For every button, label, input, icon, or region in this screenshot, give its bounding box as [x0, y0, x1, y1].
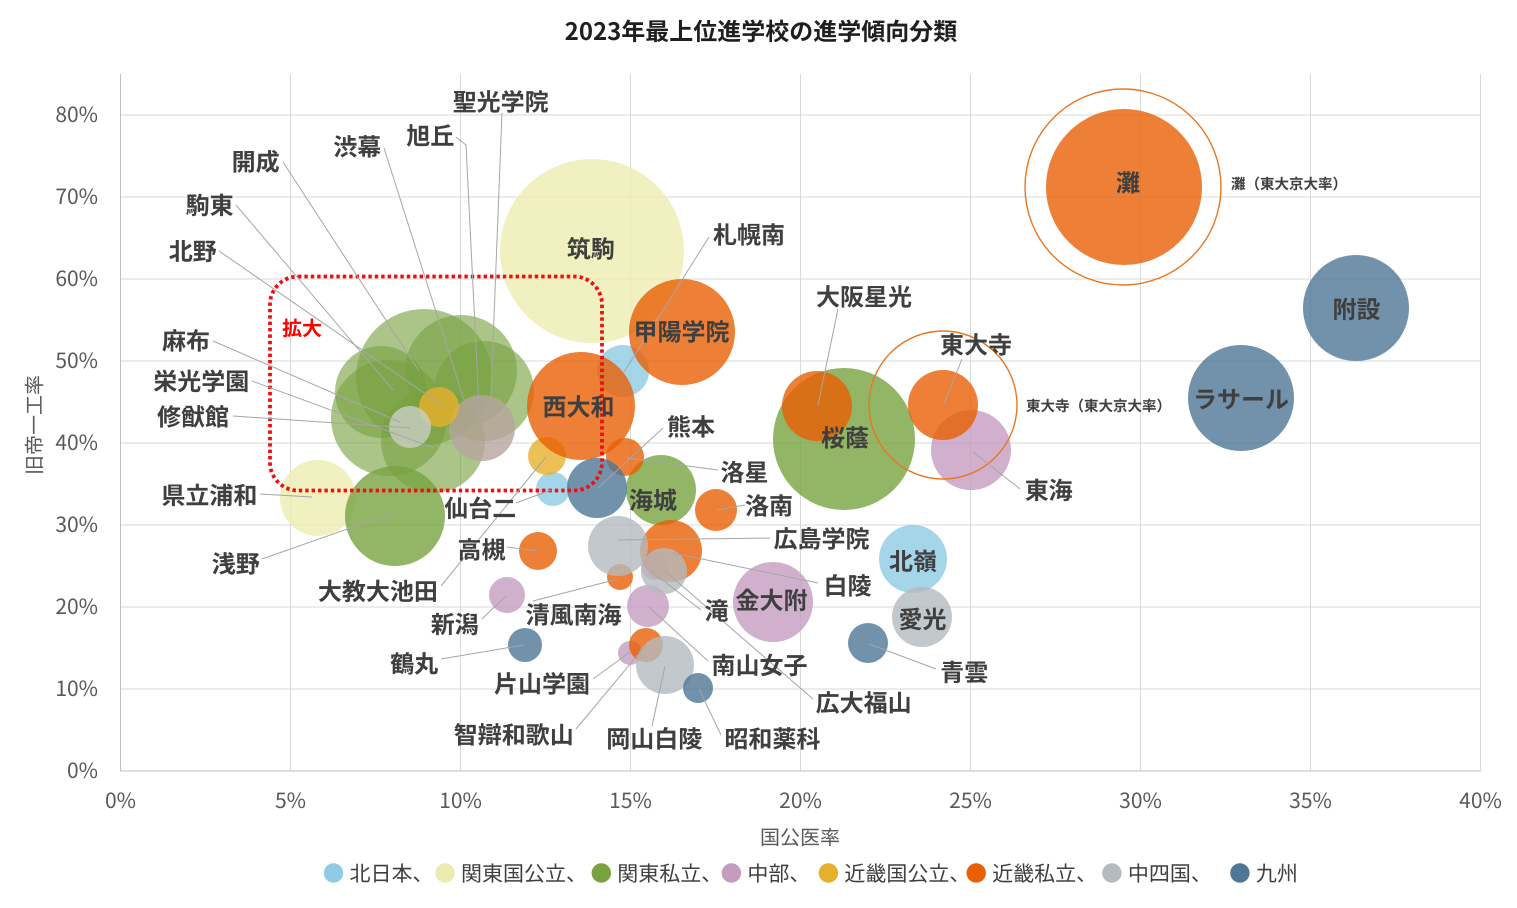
svg-text:30%: 30% [55, 509, 98, 539]
svg-text:西大和: 西大和 [543, 388, 615, 423]
svg-text:40%: 40% [55, 427, 98, 457]
svg-text:国公医率: 国公医率 [760, 822, 840, 851]
svg-text:0%: 0% [105, 785, 136, 815]
svg-text:20%: 20% [779, 785, 822, 815]
svg-text:大教大池田: 大教大池田 [318, 572, 438, 607]
svg-text:広島学院: 広島学院 [774, 520, 870, 555]
svg-text:金大附: 金大附 [736, 581, 808, 616]
svg-text:35%: 35% [1289, 785, 1332, 815]
svg-text:旧帝一工率: 旧帝一工率 [19, 375, 48, 475]
svg-text:洛星: 洛星 [721, 453, 769, 488]
svg-text:麻布: 麻布 [162, 322, 210, 357]
svg-text:関東私立、: 関東私立、 [617, 858, 722, 888]
svg-text:洛南: 洛南 [745, 487, 793, 522]
svg-text:栄光学園: 栄光学園 [153, 362, 249, 397]
svg-text:白陵: 白陵 [824, 567, 872, 602]
svg-text:開成: 開成 [232, 142, 280, 177]
svg-text:関東国公立、: 関東国公立、 [461, 858, 587, 888]
svg-text:ラサール: ラサール [1193, 380, 1289, 415]
svg-text:近畿国公立、: 近畿国公立、 [844, 858, 970, 888]
svg-text:60%: 60% [55, 263, 98, 293]
svg-text:70%: 70% [55, 181, 98, 211]
svg-text:鶴丸: 鶴丸 [390, 645, 438, 680]
svg-text:聖光学院: 聖光学院 [453, 83, 549, 118]
svg-text:愛光: 愛光 [899, 600, 947, 635]
svg-text:清風南海: 清風南海 [526, 596, 622, 631]
svg-text:中部、: 中部、 [747, 858, 810, 888]
svg-text:灘: 灘 [1116, 164, 1140, 199]
svg-text:30%: 30% [1119, 785, 1162, 815]
svg-text:九州: 九州 [1256, 858, 1298, 888]
svg-text:新潟: 新潟 [431, 605, 479, 640]
svg-text:広大福山: 広大福山 [816, 684, 912, 719]
svg-text:50%: 50% [55, 345, 98, 375]
svg-text:滝: 滝 [705, 592, 729, 627]
svg-text:東大寺（東大京大率）: 東大寺（東大京大率） [1026, 395, 1171, 416]
svg-text:浅野: 浅野 [212, 545, 260, 580]
svg-text:0%: 0% [67, 755, 98, 785]
svg-text:近畿私立、: 近畿私立、 [992, 858, 1097, 888]
svg-text:80%: 80% [55, 99, 98, 129]
svg-text:渋幕: 渋幕 [333, 127, 381, 162]
svg-text:25%: 25% [949, 785, 992, 815]
svg-text:40%: 40% [1459, 785, 1502, 815]
svg-text:東海: 東海 [1025, 471, 1073, 506]
svg-text:灘（東大京大率）: 灘（東大京大率） [1231, 173, 1347, 194]
svg-text:20%: 20% [55, 591, 98, 621]
svg-text:拡大: 拡大 [282, 313, 322, 342]
svg-text:南山女子: 南山女子 [712, 646, 808, 681]
svg-text:修猷館: 修猷館 [157, 398, 229, 433]
svg-text:甲陽学院: 甲陽学院 [634, 313, 730, 348]
svg-text:東大寺: 東大寺 [940, 326, 1012, 361]
svg-text:仙台二: 仙台二 [444, 489, 516, 524]
svg-text:駒東: 駒東 [186, 186, 234, 221]
svg-text:北日本、: 北日本、 [350, 858, 434, 888]
svg-text:10%: 10% [439, 785, 482, 815]
svg-text:海城: 海城 [629, 481, 677, 516]
svg-text:附設: 附設 [1333, 290, 1381, 325]
svg-text:県立浦和: 県立浦和 [161, 476, 257, 511]
svg-text:青雲: 青雲 [940, 653, 988, 688]
svg-text:15%: 15% [609, 785, 652, 815]
svg-text:昭和薬科: 昭和薬科 [724, 720, 820, 755]
svg-text:旭丘: 旭丘 [406, 116, 454, 151]
svg-text:大阪星光: 大阪星光 [816, 278, 912, 313]
svg-text:桜蔭: 桜蔭 [821, 419, 869, 454]
svg-text:筑駒: 筑駒 [567, 230, 615, 265]
svg-text:岡山白陵: 岡山白陵 [606, 720, 702, 755]
svg-text:熊本: 熊本 [667, 408, 715, 443]
svg-text:北嶺: 北嶺 [889, 542, 937, 577]
svg-text:高槻: 高槻 [458, 531, 506, 566]
svg-text:中四国、: 中四国、 [1128, 858, 1212, 888]
svg-text:片山学園: 片山学園 [494, 665, 590, 700]
svg-text:北野: 北野 [169, 232, 217, 267]
svg-text:札幌南: 札幌南 [713, 216, 785, 251]
svg-text:10%: 10% [55, 673, 98, 703]
svg-text:智辯和歌山: 智辯和歌山 [454, 716, 574, 751]
svg-text:5%: 5% [275, 785, 306, 815]
svg-text:2023年最上位進学校の進学傾向分類: 2023年最上位進学校の進学傾向分類 [565, 12, 958, 47]
